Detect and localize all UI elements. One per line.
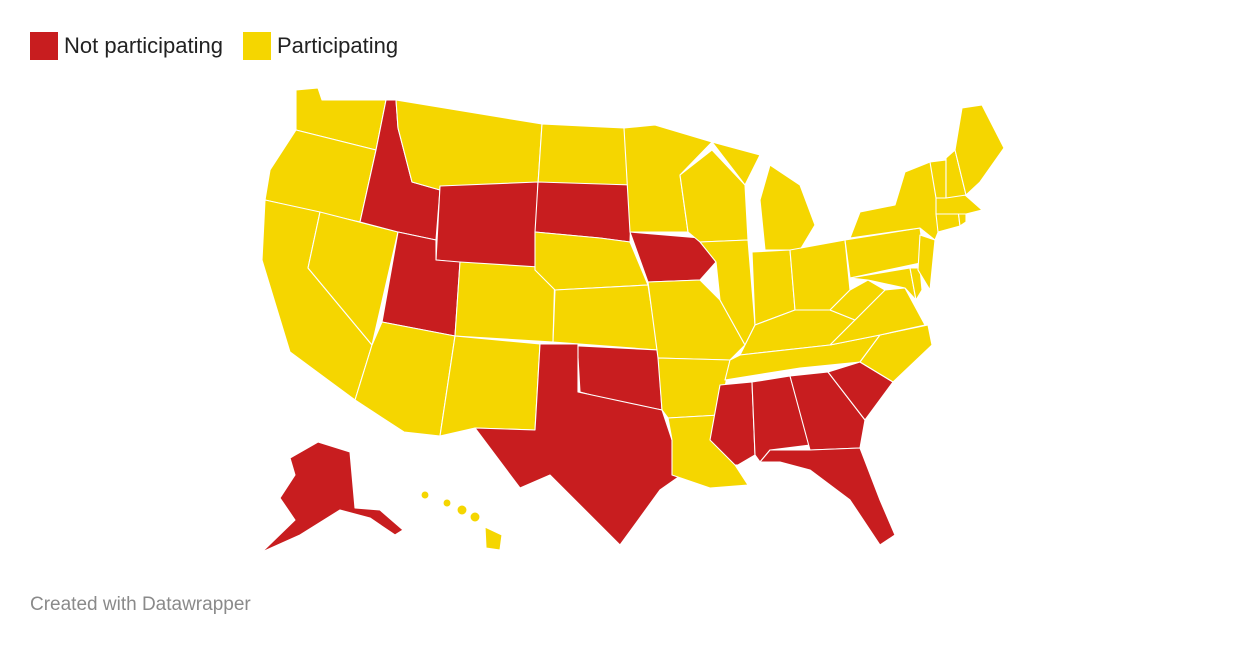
state-north-carolina[interactable] (859, 324, 933, 383)
state-delaware[interactable] (909, 267, 923, 301)
state-new-mexico[interactable] (439, 335, 541, 437)
state-texas[interactable] (474, 343, 681, 546)
legend-swatch-participating (242, 32, 271, 60)
state-maine[interactable] (954, 104, 1005, 196)
datawrapper-credit: Created with Datawrapper (30, 594, 251, 615)
state-west-virginia[interactable] (829, 279, 886, 321)
legend-item-not-participating[interactable]: Not participating (30, 32, 223, 60)
state-iowa[interactable] (629, 231, 717, 283)
state-kansas[interactable] (552, 284, 659, 351)
state-nebraska[interactable] (534, 231, 649, 291)
state-hawaii[interactable] (420, 490, 503, 551)
state-florida[interactable] (759, 447, 896, 546)
legend-item-participating[interactable]: Participating (242, 32, 399, 60)
state-north-dakota[interactable] (537, 123, 633, 186)
legend: Not participating Participating (30, 32, 418, 60)
state-new-york[interactable] (849, 159, 946, 241)
state-new-jersey[interactable] (917, 234, 936, 291)
state-wyoming[interactable] (435, 181, 539, 271)
state-georgia[interactable] (789, 371, 866, 451)
state-maryland[interactable] (849, 267, 917, 301)
state-montana[interactable] (395, 99, 543, 191)
legend-label-participating: Participating (276, 33, 399, 58)
state-alaska[interactable] (261, 441, 404, 553)
legend-label-not-participating: Not participating (64, 33, 223, 58)
legend-swatch-not-participating (30, 32, 58, 60)
